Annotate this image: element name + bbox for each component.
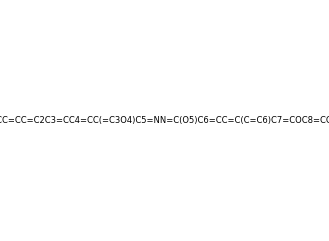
Text: C1=CC2=CC=CC=C2C3=CC4=CC(=C3O4)C5=NN=C(O5)C6=CC=C(C=C6)C7=COC8=CC=CC=C78: C1=CC2=CC=CC=C2C3=CC4=CC(=C3O4)C5=NN=C(O… xyxy=(0,116,329,125)
